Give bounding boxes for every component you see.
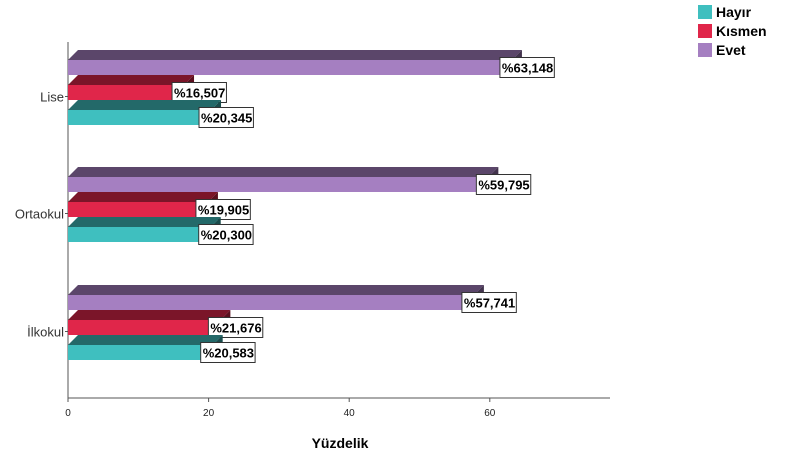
bar-evet-ortaokul [68,177,489,192]
bar-evet-lise [68,60,512,75]
data-label-box [195,199,251,220]
bar-evet-ilkokul [68,295,474,310]
legend: Hayır Kısmen Evet [698,2,767,59]
x-tick-label: 0 [65,408,71,419]
x-tick-label: 20 [203,408,215,419]
category-label-ortaokul: Ortaokul [15,207,64,222]
bar-hayir-lise-top [68,100,222,110]
bar-hayir-ilkokul-top [68,335,223,345]
legend-swatch-evet [698,42,712,57]
legend-swatch-kismen [698,23,712,38]
data-label: %19,905 [198,203,249,218]
bar-kismen-ilkokul-top [68,310,231,320]
bar-kismen-ortaokul-top [68,192,218,202]
x-tick-label: 40 [344,408,356,419]
bar-kismen-ilkokul [68,320,221,335]
bar-kismen-lise-top [68,75,195,85]
legend-item-evet: Evet [698,40,767,59]
data-label: %16,507 [174,86,225,101]
data-label: %20,345 [201,111,252,126]
x-axis-title: Yüzdelik [312,435,369,451]
data-label-box [499,57,555,78]
data-label: %63,148 [502,61,553,76]
legend-swatch-hayir [698,4,712,19]
legend-item-hayir: Hayır [698,2,767,21]
bar-hayir-lise [68,110,212,125]
data-label: %57,741 [464,296,515,311]
bar-hayir-ortaokul [68,227,211,242]
data-label: %20,300 [201,228,252,243]
category-label-ilkokul: İlkokul [27,325,64,340]
data-label: %20,583 [203,346,254,361]
data-label: %21,676 [210,321,261,336]
data-label-box [198,107,254,128]
bar-kismen-lise [68,85,185,100]
bar-kismen-ortaokul [68,202,208,217]
legend-item-kismen: Kısmen [698,21,767,40]
data-label-box [200,342,256,363]
category-label-lise: Lise [40,90,64,105]
legend-label-kismen: Kısmen [716,22,767,39]
bar-hayir-ortaokul-top [68,217,221,227]
data-label-box [198,224,254,245]
bar-evet-lise-top [68,50,522,60]
data-label-box [207,317,264,338]
bar-evet-ilkokul-top [68,285,484,295]
bar-evet-ortaokul-top [68,167,499,177]
legend-label-hayir: Hayır [716,3,752,20]
bar-hayir-ilkokul [68,345,213,360]
data-label: %59,795 [478,178,529,193]
data-label-box [475,174,532,195]
x-tick-label: 60 [484,408,496,419]
legend-label-evet: Evet [716,41,746,58]
data-label-box [461,292,517,313]
